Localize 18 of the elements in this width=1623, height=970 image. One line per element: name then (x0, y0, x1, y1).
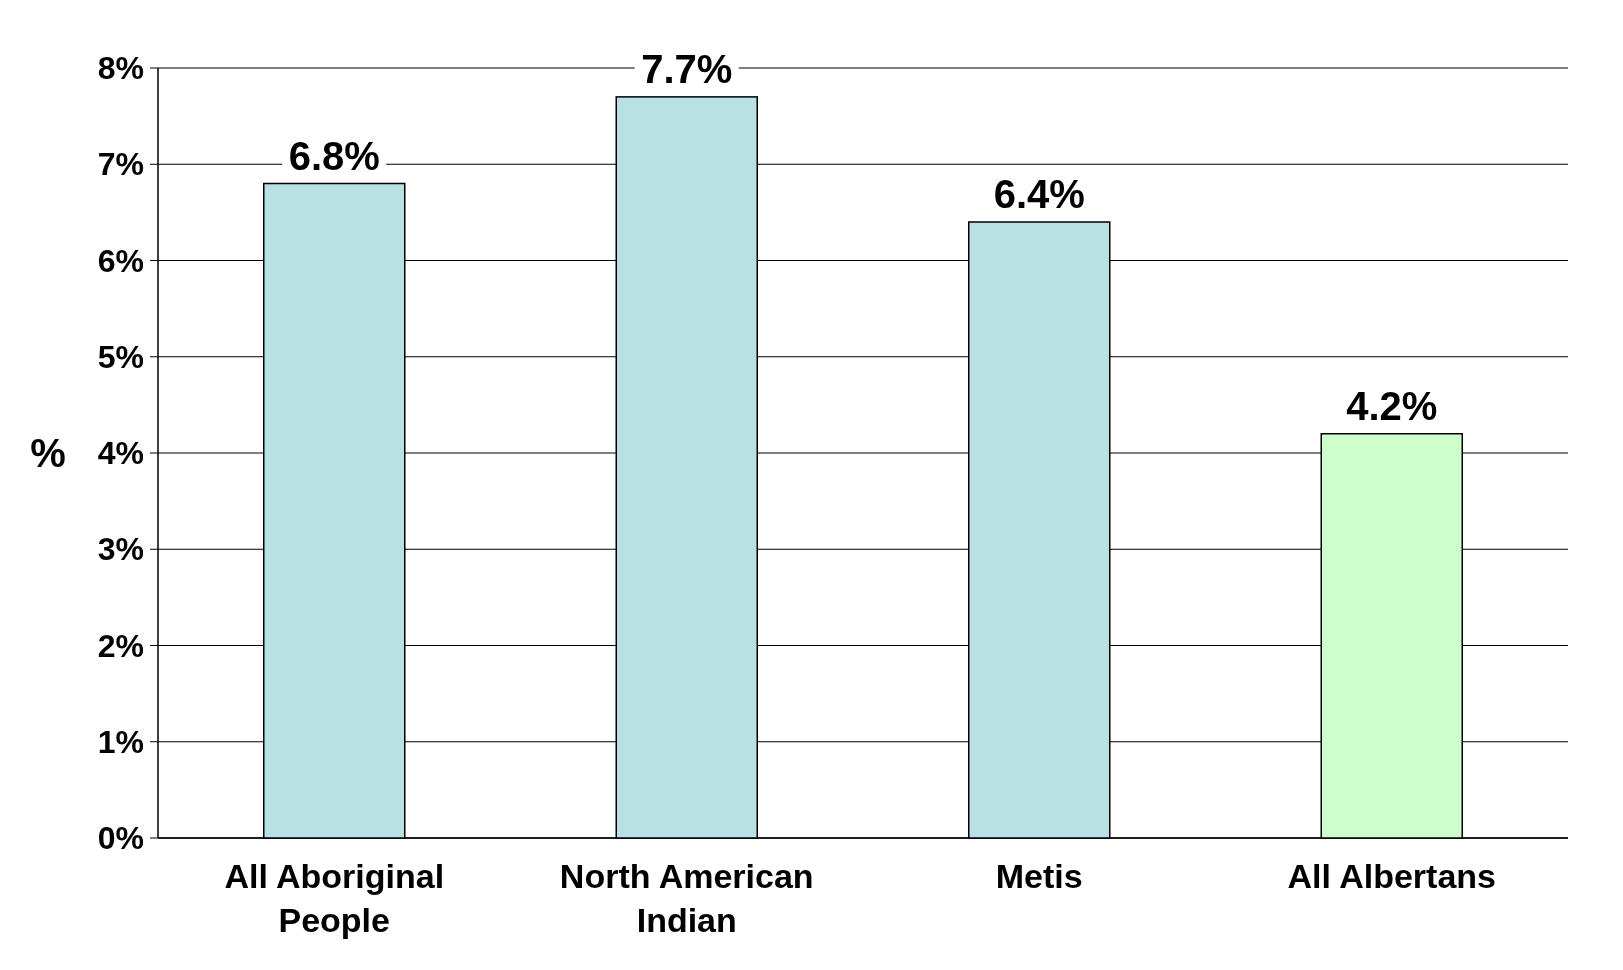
y-tick-label: 1% (97, 723, 144, 760)
data-label: 4.2% (1346, 383, 1438, 428)
y-tick-label: 7% (97, 146, 144, 183)
y-tick-label: 2% (97, 627, 144, 664)
x-tick-label: North American Indian (559, 857, 814, 939)
x-tick-label: Metis (995, 857, 1083, 895)
y-tick-label: 6% (97, 242, 144, 279)
data-label: 6.4% (993, 172, 1085, 216)
x-tick-label: All Albertans (1287, 857, 1496, 895)
x-tick-label: All Aboriginal People (224, 857, 445, 939)
y-tick-label: 3% (97, 531, 144, 568)
y-tick-label: 0% (97, 820, 144, 857)
data-label: 6.8% (288, 133, 380, 178)
y-axis-title: % (30, 431, 66, 475)
y-tick-label: 8% (97, 50, 144, 87)
y-tick-label: 4% (97, 435, 144, 472)
y-tick-label: 5% (97, 338, 144, 375)
data-label: 7.7% (641, 46, 733, 91)
